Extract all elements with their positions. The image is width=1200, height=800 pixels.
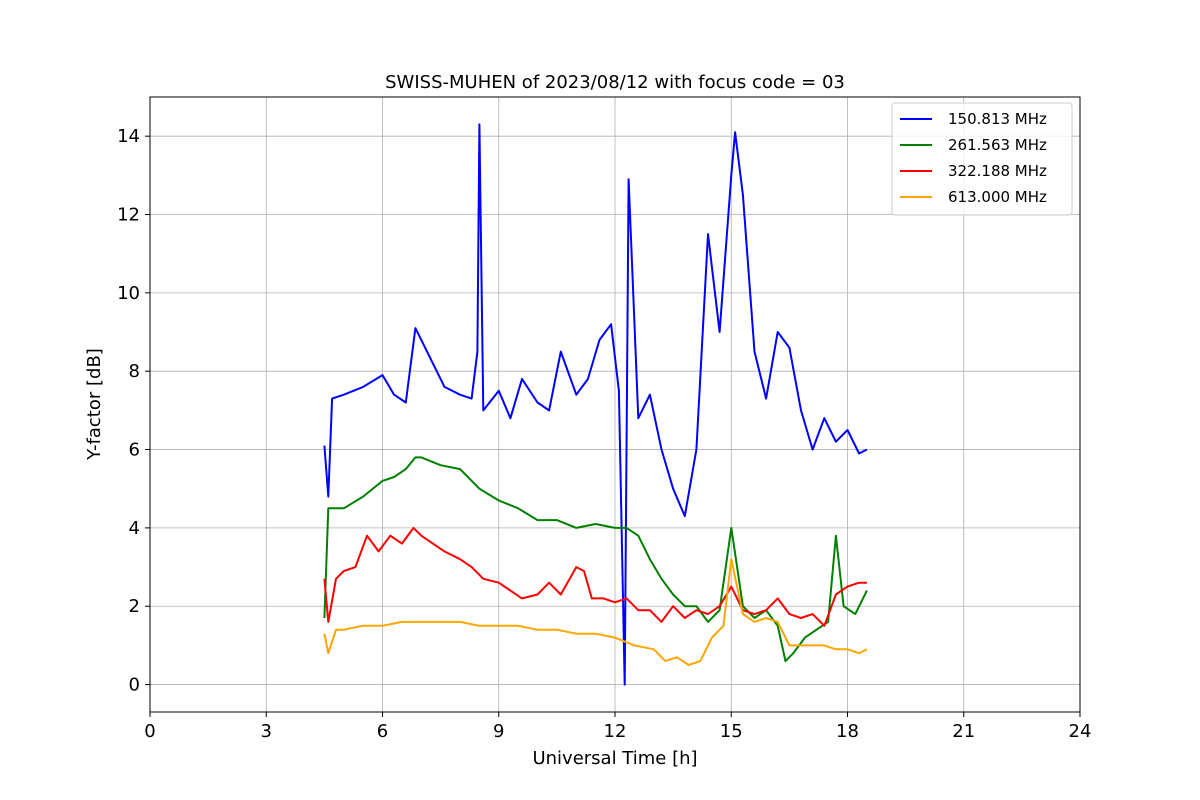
y-axis: 0 2 4 6 8 10 12 14 xyxy=(117,126,150,696)
x-tick-label: 15 xyxy=(720,721,743,742)
y-tick-label: 12 xyxy=(117,205,140,226)
y-tick-label: 0 xyxy=(129,675,140,696)
y-axis-label: Y-factor [dB] xyxy=(84,348,105,461)
legend-entry-150-813: 150.813 MHz xyxy=(948,110,1047,128)
x-tick-label: 18 xyxy=(836,721,859,742)
x-tick-label: 12 xyxy=(604,721,627,742)
x-tick-label: 0 xyxy=(144,721,155,742)
series-line-322-188-mhz xyxy=(323,526,867,627)
series-line-150-813-mhz xyxy=(323,123,868,686)
x-tick-label: 24 xyxy=(1069,721,1092,742)
legend: 150.813 MHz 261.563 MHz 322.188 MHz 613.… xyxy=(891,102,1073,216)
x-tick-label: 9 xyxy=(493,721,504,742)
x-tick-label: 3 xyxy=(261,721,272,742)
y-tick-label: 6 xyxy=(129,440,140,461)
y-tick-label: 4 xyxy=(129,518,140,539)
legend-entry-261-563: 261.563 MHz xyxy=(948,136,1047,154)
x-axis-label: Universal Time [h] xyxy=(532,748,697,769)
y-tick-label: 2 xyxy=(129,596,140,617)
y-tick-label: 14 xyxy=(117,126,140,147)
x-tick-label: 6 xyxy=(377,721,388,742)
legend-box xyxy=(891,102,1073,216)
y-tick-label: 10 xyxy=(117,283,140,304)
legend-entry-613-000: 613.000 MHz xyxy=(948,188,1047,206)
series-layer xyxy=(323,123,868,686)
series-line-613-000-mhz xyxy=(323,558,868,666)
x-axis: 0 3 6 9 12 15 18 21 24 xyxy=(144,712,1091,742)
y-tick-label: 8 xyxy=(129,361,140,382)
series-line-261-563-mhz xyxy=(323,456,868,663)
legend-entry-322-188: 322.188 MHz xyxy=(948,162,1047,180)
x-tick-label: 21 xyxy=(952,721,975,742)
chart-title: SWISS-MUHEN of 2023/08/12 with focus cod… xyxy=(385,72,845,93)
